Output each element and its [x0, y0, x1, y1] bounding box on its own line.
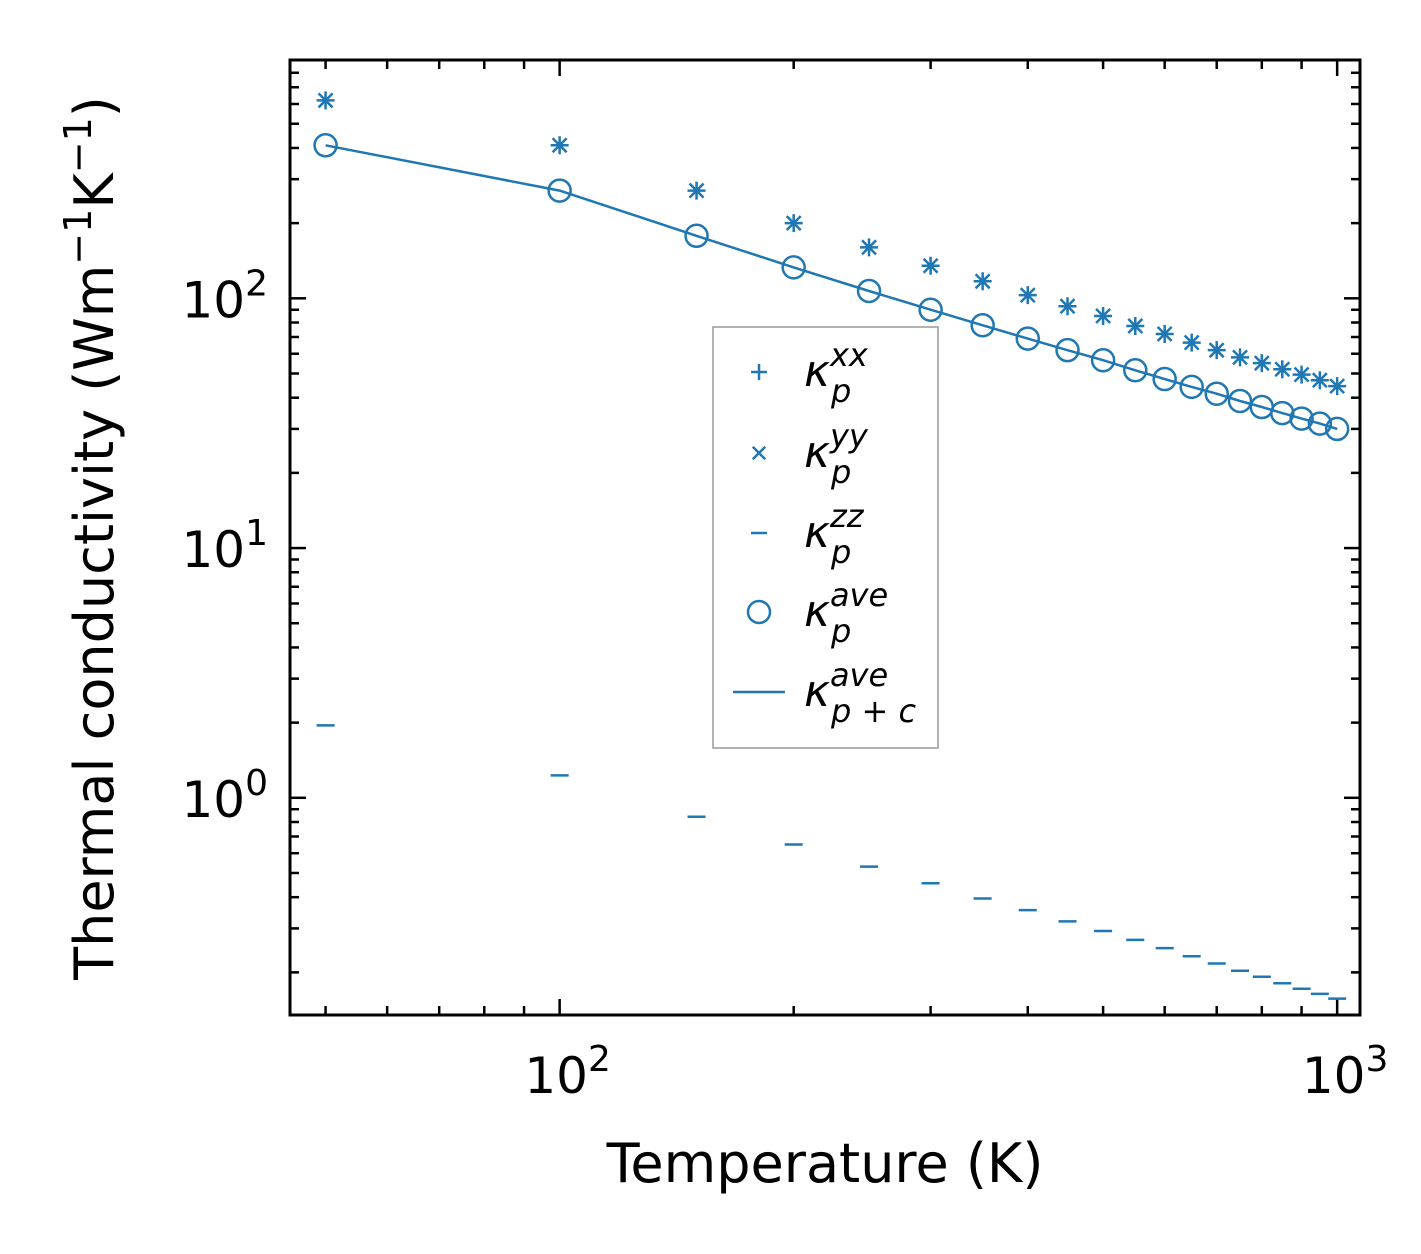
- data-point-x: [1329, 378, 1346, 395]
- legend-marker: [746, 599, 772, 625]
- data-point-circle: [1307, 411, 1333, 436]
- y-axis-label: Thermal conductivity (Wm−1K−1): [56, 96, 126, 981]
- legend-entry-kappa_p+c_ave: κave p + c: [733, 656, 916, 730]
- data-point-x: [1156, 326, 1173, 342]
- y-axis-label-exp1: −1: [56, 209, 100, 265]
- data-point-x: [688, 182, 705, 199]
- data-point-x: [1311, 372, 1328, 389]
- data-point-circle: [684, 223, 709, 249]
- data-point-x: [1127, 318, 1144, 334]
- legend-entry-kappa_p_xx: κxx p: [751, 336, 869, 410]
- y-axis-label-main: Thermal conductivity (Wm: [63, 265, 126, 981]
- data-point-circle: [1204, 381, 1229, 406]
- data-layer: [313, 91, 1350, 1000]
- data-point-x: [1095, 308, 1112, 324]
- data-point-circle: [547, 178, 572, 203]
- data-point-x: [861, 239, 877, 256]
- series-kappa_p_zz: [316, 724, 1347, 1000]
- data-point-x: [317, 92, 334, 109]
- legend-label: κave p: [804, 576, 888, 650]
- legend-label: κxx p: [804, 336, 869, 410]
- data-point-x: [1183, 334, 1200, 351]
- y-axis-label-exp2: −1: [56, 117, 100, 173]
- x-tick-label: 102: [524, 1039, 611, 1105]
- y-tick-label: 101: [181, 513, 268, 579]
- y-axis-label-unit: K: [63, 172, 126, 209]
- data-point-circle: [1123, 358, 1148, 383]
- data-point-x: [1208, 342, 1225, 359]
- tick-label-layer: 102 103 100 101 102: [181, 263, 1388, 1105]
- x-axis-label: Temperature (K): [606, 1132, 1044, 1195]
- data-point-circle: [1289, 406, 1314, 431]
- data-point-x: [1019, 287, 1036, 304]
- data-point-x: [1232, 349, 1248, 366]
- legend-marker: [751, 364, 767, 380]
- data-point-x: [922, 257, 939, 274]
- plot-frame: [288, 58, 1362, 1017]
- data-point-circle: [1015, 326, 1040, 351]
- data-point-x: [1059, 298, 1076, 315]
- y-tick-label: 100: [181, 763, 268, 829]
- legend-label: κzz p: [804, 497, 865, 571]
- series-kappa_p+c_ave: [325, 144, 1338, 431]
- data-point-x: [1293, 366, 1310, 383]
- data-point-x: [551, 137, 568, 154]
- data-point-circle: [1055, 337, 1080, 363]
- data-point-circle: [313, 133, 338, 158]
- data-point-circle: [1227, 388, 1253, 414]
- data-point-circle: [856, 278, 882, 304]
- data-point-circle: [970, 313, 995, 338]
- x-tick-label: 103: [1302, 1039, 1389, 1105]
- legend-entry-kappa_p_yy: κyy p: [751, 417, 869, 491]
- legend-box: [712, 326, 939, 749]
- legend-entry-kappa_p_zz: κzz p: [751, 497, 865, 571]
- series-line: [325, 144, 1338, 431]
- data-point-circle: [1152, 366, 1177, 392]
- series-kappa_p_ave: [313, 133, 1350, 442]
- data-point-circle: [1324, 416, 1350, 442]
- y-tick-label: 102: [181, 263, 268, 329]
- legend-label: κyy p: [804, 417, 869, 491]
- data-point-circle: [781, 255, 806, 280]
- data-point-x: [1274, 361, 1291, 378]
- data-point-circle: [1090, 347, 1116, 373]
- data-point-circle: [1179, 374, 1204, 400]
- data-point-x: [785, 215, 802, 232]
- legend-entry-kappa_p_ave: κave p: [746, 576, 888, 650]
- data-point-x: [974, 273, 991, 290]
- legend-marker: [751, 445, 767, 461]
- y-axis-label-close: ): [63, 96, 126, 117]
- series-kappa_p_yy: [317, 92, 1346, 395]
- data-point-circle: [918, 297, 943, 322]
- data-point-x: [1253, 355, 1270, 372]
- legend-label: κave p + c: [804, 656, 916, 730]
